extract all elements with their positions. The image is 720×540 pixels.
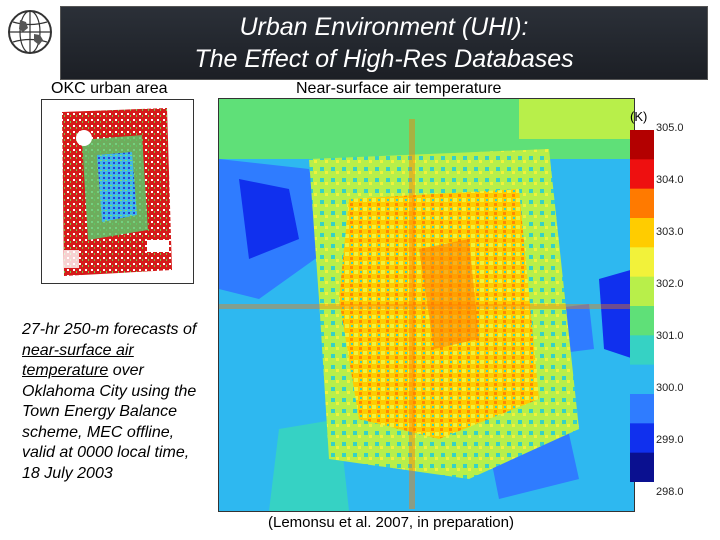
- temperature-colorbar: [630, 130, 654, 482]
- okc-urban-area-map: [41, 99, 194, 284]
- colorbar-swatch: [630, 394, 654, 424]
- colorbar-frame: [654, 118, 694, 486]
- colorbar-swatch: [630, 188, 654, 219]
- inset-label: OKC urban area: [51, 80, 168, 97]
- colorbar-tick-label: 303.0: [656, 226, 684, 238]
- colorbar-tick-label: 301.0: [656, 330, 684, 342]
- near-surface-temperature-map: [218, 98, 635, 512]
- colorbar-swatch: [630, 247, 654, 278]
- slide-title-line2: The Effect of High-Res Databases: [194, 45, 574, 73]
- citation: (Lemonsu et al. 2007, in preparation): [268, 514, 514, 531]
- figure-caption: 27-hr 250-m forecasts of near-surface ai…: [22, 320, 210, 484]
- colorbar-tick-label: 299.0: [656, 434, 684, 446]
- colorbar-swatch: [630, 306, 654, 336]
- caption-underlined: near-surface air temperature: [22, 341, 134, 380]
- colorbar-swatch: [630, 218, 654, 248]
- colorbar-unit: (K): [630, 109, 648, 124]
- slide-title-line1: Urban Environment (UHI):: [239, 13, 529, 41]
- colorbar-swatch: [630, 452, 654, 482]
- colorbar-swatch: [630, 335, 654, 366]
- colorbar-swatch: [630, 159, 654, 190]
- colorbar-swatch: [630, 276, 654, 307]
- caption-part1: 27-hr 250-m forecasts of: [22, 321, 197, 338]
- colorbar-swatch: [630, 130, 654, 160]
- colorbar-tick-label: 302.0: [656, 278, 684, 290]
- temperature-field-raster: [219, 99, 634, 511]
- urban-area-raster: [62, 108, 172, 276]
- colorbar-swatch: [630, 364, 654, 395]
- map-label: Near-surface air temperature: [296, 80, 502, 97]
- caption-part2: over Oklahoma City using the Town Energy…: [22, 362, 197, 482]
- colorbar-tick-label: 300.0: [656, 382, 684, 394]
- colorbar-tick-label: 304.0: [656, 174, 684, 186]
- colorbar-swatch: [630, 423, 654, 454]
- globe-logo-icon: [8, 10, 52, 54]
- colorbar-tick-label: 305.0: [656, 122, 684, 134]
- colorbar-tick-label: 298.0: [656, 486, 684, 498]
- title-banner: Urban Environment (UHI): The Effect of H…: [60, 6, 708, 80]
